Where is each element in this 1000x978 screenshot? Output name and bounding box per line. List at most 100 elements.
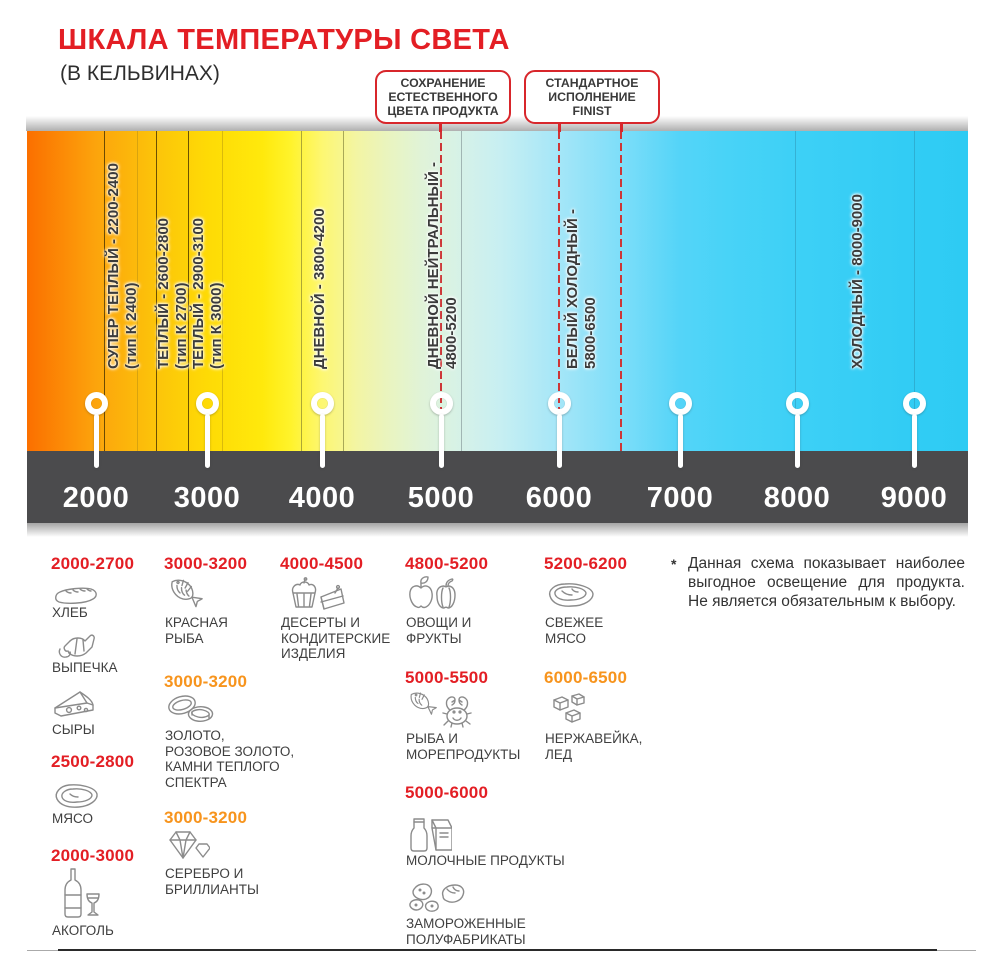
- product-label-meat: МЯСО: [52, 811, 93, 826]
- scale-marker-stem: [438, 414, 444, 468]
- dessert-icon: [283, 577, 345, 615]
- product-label-desserts: ДЕСЕРТЫ И КОНДИТЕРСКИЕ ИЗДЕЛИЯ: [281, 615, 391, 661]
- product-label-cheese: СЫРЫ: [52, 722, 95, 737]
- zone-line: [461, 131, 462, 451]
- range-fresh-meat: 5200-6200: [544, 554, 628, 573]
- zone-line: [343, 131, 344, 451]
- zone-line: [188, 131, 189, 451]
- callout-standard-finist: СТАНДАРТНОЕ ИСПОЛНЕНИЕ FINIST: [524, 70, 660, 124]
- scale-marker-stem: [556, 414, 562, 468]
- callout-natural-color: СОХРАНЕНИЕ ЕСТЕСТВЕННОГО ЦВЕТА ПРОДУКТА: [375, 70, 511, 124]
- dashed-line-6000: [558, 131, 560, 451]
- range-meat: 2500-2800: [51, 752, 135, 771]
- tick-4000: 4000: [288, 482, 356, 514]
- range-desserts: 4000-4500: [280, 554, 364, 573]
- fish-icon: [167, 579, 207, 613]
- scale-marker-3000: [195, 392, 219, 415]
- scale-axis-band: [27, 451, 968, 523]
- seafood-icon: [406, 691, 472, 729]
- zone-line: [104, 131, 105, 451]
- product-label-bread: ХЛЕБ: [52, 605, 88, 620]
- product-label-pastry: ВЫПЕЧКА: [52, 660, 118, 675]
- scale-marker-8000: [785, 392, 809, 415]
- product-label-red-fish: КРАСНАЯ РЫБА: [165, 615, 228, 646]
- range-dairy: 5000-6000: [405, 783, 489, 802]
- scale-marker-9000: [902, 392, 926, 415]
- vegetables-icon: [408, 575, 458, 611]
- callout-connector-6500: [620, 121, 623, 132]
- scale-bottom-shadow: [27, 523, 968, 537]
- rings-icon: [167, 694, 215, 724]
- product-label-gold: ЗОЛОТО, РОЗОВОЕ ЗОЛОТО, КАМНИ ТЕПЛОГО СП…: [165, 728, 295, 790]
- callout-connector-5000: [439, 121, 442, 132]
- zone-label-warm-3000: ТЕПЛЫЙ - 2900-3100 (тип К 3000): [190, 217, 225, 369]
- tick-6000: 6000: [525, 482, 593, 514]
- range-alcohol: 2000-3000: [51, 846, 135, 865]
- frozen-icon: [407, 878, 465, 914]
- dairy-icon: [408, 806, 452, 852]
- meat-icon: [52, 781, 100, 811]
- tick-5000: 5000: [407, 482, 475, 514]
- zone-label-warm-2700: ТЕПЛЫЙ - 2600-2800 (тип К 2700): [155, 217, 190, 369]
- bread-icon: [53, 583, 99, 607]
- scale-marker-4000: [310, 392, 334, 415]
- product-label-seafood: РЫБА И МОРЕПРОДУКТЫ: [406, 731, 521, 762]
- zone-line: [301, 131, 302, 451]
- diamond-icon: [168, 830, 210, 862]
- bottom-border-line: [58, 949, 937, 951]
- range-vegetables: 4800-5200: [405, 554, 489, 573]
- zone-label-day: ДНЕВНОЙ - 3800-4200: [311, 208, 328, 369]
- footnote-text: Данная схема показывает наиболее выгодно…: [688, 555, 965, 610]
- page-subtitle: (В КЕЛЬВИНАХ): [60, 62, 220, 85]
- croissant-icon: [56, 627, 96, 661]
- range-ice: 6000-6500: [544, 668, 628, 687]
- scale-marker-7000: [668, 392, 692, 415]
- range-silver: 3000-3200: [164, 808, 248, 827]
- product-label-frozen: ЗАМОРОЖЕННЫЕ ПОЛУФАБРИКАТЫ: [406, 916, 526, 947]
- callout-connector-6000: [558, 121, 561, 132]
- scale-marker-6000: [547, 392, 571, 415]
- zone-label-super-warm: СУПЕР ТЕПЛЫЙ - 2200-2400 (тип К 2400): [105, 163, 140, 369]
- tick-8000: 8000: [763, 482, 831, 514]
- zone-label-white-cold: БЕЛЫЙ ХОЛОДНЫЙ - 5800-6500: [564, 209, 599, 369]
- range-gold: 3000-3200: [164, 672, 248, 691]
- tick-9000: 9000: [880, 482, 948, 514]
- zone-line: [795, 131, 796, 451]
- zone-line: [914, 131, 915, 451]
- range-seafood: 5000-5500: [405, 668, 489, 687]
- scale-marker-2000: [84, 392, 108, 415]
- ice-icon: [548, 692, 592, 724]
- scale-marker-stem: [794, 414, 800, 468]
- dashed-line-6500: [620, 131, 622, 451]
- product-label-vegetables: ОВОЩИ И ФРУКТЫ: [406, 615, 472, 646]
- scale-marker-stem: [204, 414, 210, 468]
- page-title: ШКАЛА ТЕМПЕРАТУРЫ СВЕТА: [58, 24, 510, 56]
- range-bread: 2000-2700: [51, 554, 135, 573]
- product-label-alcohol: АКОГОЛЬ: [52, 923, 114, 938]
- dashed-line-5000: [440, 131, 442, 451]
- scale-marker-stem: [911, 414, 917, 468]
- zone-label-day-neutral: ДНЕВНОЙ НЕЙТРАЛЬНЫЙ - 4800-5200: [425, 161, 460, 369]
- cheese-icon: [52, 688, 96, 720]
- alcohol-icon: [62, 868, 100, 920]
- range-red-fish: 3000-3200: [164, 554, 248, 573]
- tick-3000: 3000: [173, 482, 241, 514]
- product-label-silver: СЕРЕБРО И БРИЛЛИАНТЫ: [165, 866, 259, 897]
- scale-marker-stem: [93, 414, 99, 468]
- product-label-ice: НЕРЖАВЕЙКА, ЛЕД: [545, 731, 643, 762]
- tick-2000: 2000: [62, 482, 130, 514]
- product-label-fresh-meat: СВЕЖЕЕ МЯСО: [545, 615, 604, 646]
- product-label-dairy: МОЛОЧНЫЕ ПРОДУКТЫ: [406, 853, 565, 868]
- steak-icon: [546, 580, 596, 610]
- zone-line: [137, 131, 138, 451]
- scale-marker-stem: [319, 414, 325, 468]
- temperature-gradient-bar: СУПЕР ТЕПЛЫЙ - 2200-2400 (тип К 2400) ТЕ…: [27, 131, 968, 451]
- tick-7000: 7000: [646, 482, 714, 514]
- zone-line: [222, 131, 223, 451]
- scale-marker-stem: [677, 414, 683, 468]
- footnote-asterisk: *: [671, 556, 677, 572]
- zone-label-cold: ХОЛОДНЫЙ - 8000-9000: [849, 194, 866, 369]
- scale-marker-5000: [429, 392, 453, 415]
- zone-line: [156, 131, 157, 451]
